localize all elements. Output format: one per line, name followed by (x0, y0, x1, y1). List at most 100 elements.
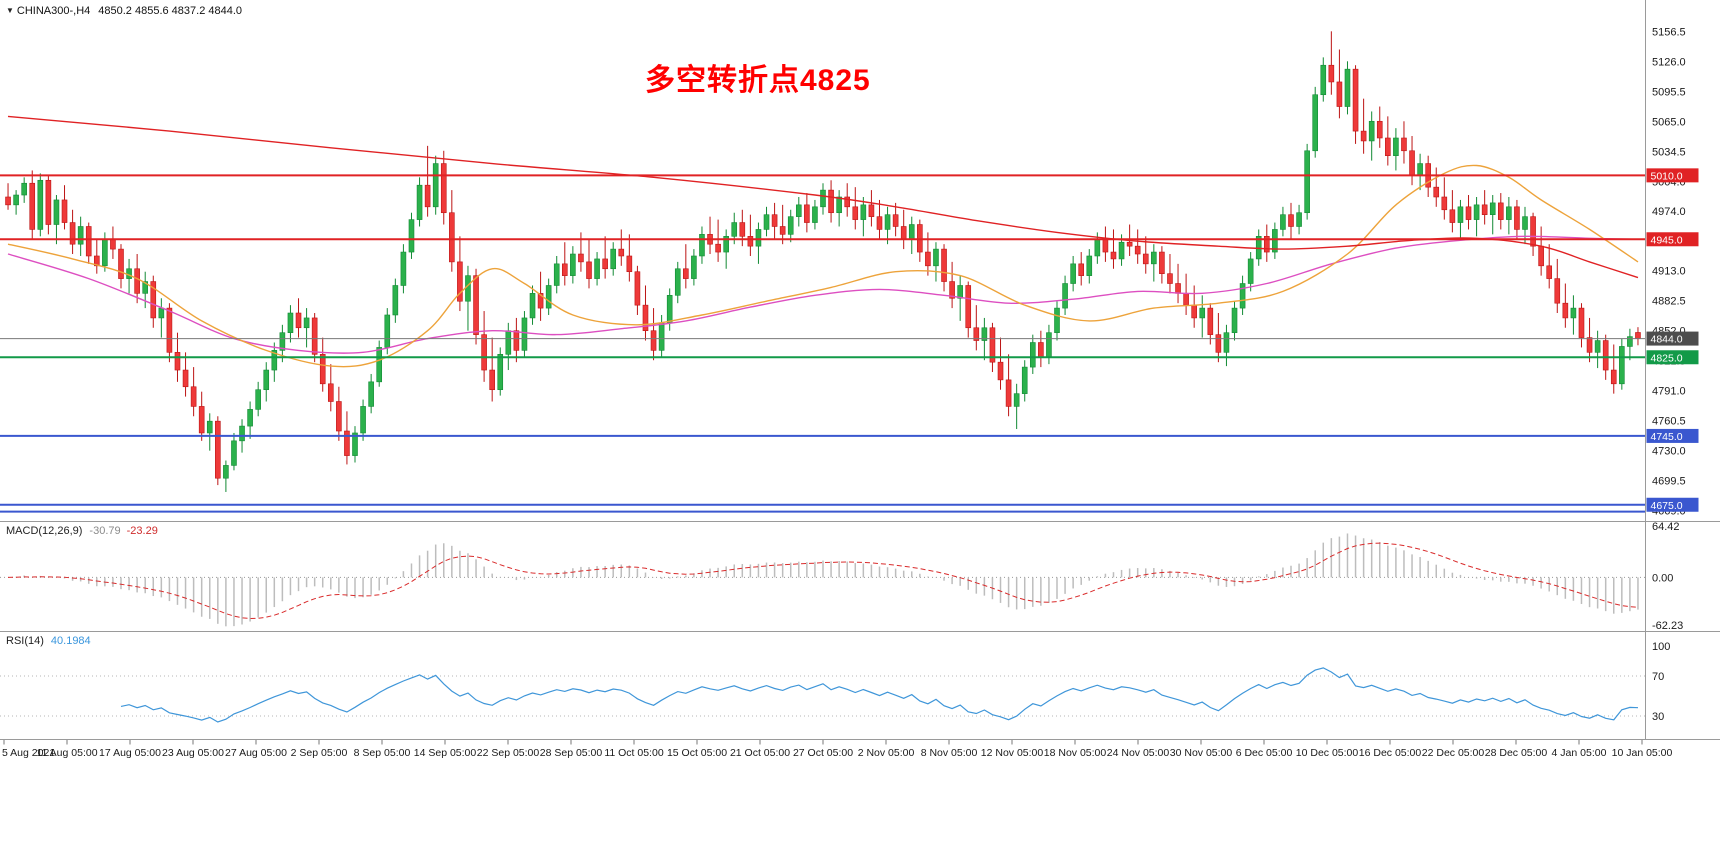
candle-body (247, 409, 253, 427)
rsi-panel-surface[interactable] (0, 632, 1646, 739)
price-badge-4945.0: 4945.0 (1646, 232, 1699, 247)
candle-body (1247, 258, 1254, 284)
candle-body (578, 253, 584, 263)
price-badge-bg (1646, 497, 1699, 512)
rsi-line (120, 667, 1639, 723)
candle-body (400, 251, 407, 286)
candlestick-series (5, 31, 1641, 492)
candle-body (981, 327, 988, 341)
time-axis[interactable] (0, 740, 1720, 844)
candle-body (497, 354, 504, 391)
candle-body (836, 196, 842, 214)
candle-body (1191, 304, 1197, 319)
price-tick-label: 4791.0 (1652, 386, 1686, 398)
candle-body (513, 330, 520, 351)
candle-body (884, 214, 891, 230)
candle-body (1497, 202, 1504, 220)
time-axis-label: 28 Sep 05:00 (540, 747, 603, 759)
candle-body (174, 352, 181, 371)
symbol-name: CHINA300-,H4 (16, 5, 91, 17)
ma-fast-magenta (7, 235, 1639, 354)
symbol-dropdown-icon[interactable]: ▼ (6, 6, 14, 15)
candle-body (1417, 163, 1423, 176)
candle-body (295, 312, 302, 329)
candle-body (957, 285, 963, 299)
candle-body (1046, 332, 1052, 358)
candle-body (1062, 283, 1068, 309)
candle-body (142, 281, 149, 294)
candle-body (376, 347, 383, 383)
candle-body (626, 255, 633, 273)
candle-body (876, 216, 883, 230)
candle-body (1393, 137, 1399, 156)
candle-body (1086, 255, 1093, 276)
candle-body (779, 226, 786, 235)
candle-body (1457, 206, 1464, 223)
candle-body (1530, 216, 1536, 247)
candle-body (239, 425, 245, 442)
candle-body (102, 238, 108, 267)
candle-body (642, 304, 649, 332)
candle-body (1078, 263, 1085, 276)
price-badge-4825.0: 4825.0 (1646, 350, 1699, 365)
candle-body (1433, 186, 1440, 198)
candle-body (1336, 81, 1343, 107)
candle-body (1312, 94, 1319, 152)
candle-body (1013, 393, 1020, 407)
candle-body (1167, 273, 1173, 284)
candle-body (634, 271, 641, 306)
time-axis-label: 18 Nov 05:00 (1044, 747, 1107, 759)
time-axis-label: 27 Aug 05:00 (225, 747, 287, 759)
candle-body (457, 261, 463, 302)
candle-body (1005, 379, 1012, 407)
time-axis-label: 27 Oct 05:00 (793, 747, 853, 759)
candle-body (352, 432, 358, 456)
candle-body (231, 440, 237, 466)
candle-body (731, 222, 738, 237)
candle-body (1570, 307, 1577, 319)
candle-body (1635, 332, 1641, 339)
candle-body (473, 275, 479, 335)
candle-body (1489, 202, 1496, 215)
candle-body (618, 248, 625, 257)
candle-body (1296, 212, 1302, 227)
candle-body (715, 243, 721, 253)
price-badge-text: 4675.0 (1651, 500, 1683, 512)
rsi-value: 40.1984 (50, 635, 91, 647)
candle-body (1159, 251, 1165, 274)
candle-body (110, 238, 116, 250)
candle-body (545, 285, 552, 309)
candle-body (892, 214, 899, 227)
candle-body (93, 255, 100, 267)
candle-body (1610, 369, 1617, 385)
candle-body (77, 226, 84, 245)
candle-body (166, 307, 173, 353)
candle-body (440, 163, 447, 214)
candle-body (1231, 307, 1238, 333)
ma-mid-orange (7, 164, 1639, 368)
time-axis-label: 2 Sep 05:00 (291, 747, 348, 759)
candle-body (868, 204, 875, 217)
candle-body (69, 222, 76, 245)
time-axis-label: 2 Nov 05:00 (858, 747, 915, 759)
candle-body (1142, 253, 1149, 265)
candle-body (570, 253, 576, 276)
rsi-indicator-label: RSI(14) 40.1984 (6, 635, 91, 647)
candle-body (658, 322, 665, 351)
main-chart-surface[interactable] (0, 0, 1646, 522)
candle-body (973, 327, 980, 341)
candle-body (1223, 332, 1230, 353)
candle-body (206, 420, 213, 434)
candle-body (21, 182, 27, 196)
candle-body (683, 268, 689, 279)
candle-body (1546, 265, 1553, 279)
candle-body (287, 312, 294, 333)
time-axis-label: 11 Oct 05:00 (604, 747, 664, 759)
candle-body (384, 314, 391, 348)
price-tick-label: 4760.5 (1652, 416, 1686, 428)
candle-body (900, 226, 907, 240)
candle-body (150, 281, 157, 319)
rsi-name: RSI(14) (6, 635, 44, 647)
candle-body (279, 332, 286, 351)
price-axis[interactable] (1645, 0, 1720, 740)
